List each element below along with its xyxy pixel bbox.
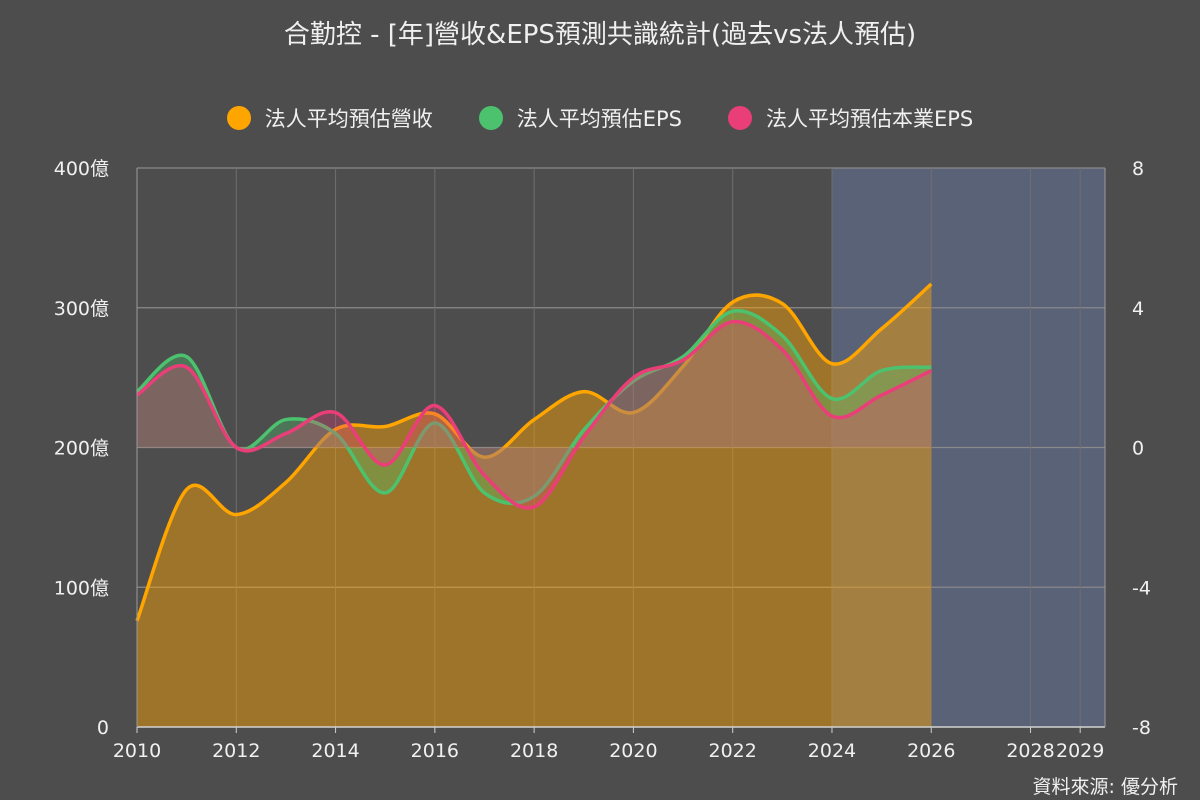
legend-marker-revenue <box>226 106 251 130</box>
y-right-tick-label: -8 <box>1132 717 1151 739</box>
x-tick-label: 2028 <box>1006 740 1054 762</box>
legend: 法人平均預估營收 法人平均預估EPS 法人平均預估本業EPS <box>0 103 1200 133</box>
y-left-tick-label: 0 <box>97 717 109 739</box>
x-tick-label: 2014 <box>311 740 359 762</box>
y-right-tick-label: 8 <box>1132 158 1144 180</box>
legend-item-revenue[interactable]: 法人平均預估營收 <box>226 103 433 133</box>
x-tick-label: 2018 <box>510 740 558 762</box>
legend-item-eps[interactable]: 法人平均預估EPS <box>478 103 682 133</box>
source-note: 資料來源: 優分析 <box>1032 776 1178 798</box>
y-right-tick-label: 4 <box>1132 298 1144 320</box>
series-layer <box>135 282 933 727</box>
y-right-tick-label: 0 <box>1132 438 1144 460</box>
legend-label-eps: 法人平均預估EPS <box>516 107 682 131</box>
x-tick-label: 2029 <box>1056 740 1104 762</box>
legend-item-core-eps[interactable]: 法人平均預估本業EPS <box>728 103 973 133</box>
y-left-tick-label: 200億 <box>54 438 109 460</box>
y-left-tick-label: 400億 <box>54 158 109 180</box>
x-tick-label: 2022 <box>709 740 757 762</box>
x-tick-label: 2020 <box>609 740 657 762</box>
x-tick-label: 2016 <box>411 740 459 762</box>
chart-title: 合勤控 - [年]營收&EPS預測共識統計(過去vs法人預估) <box>283 20 917 50</box>
series-area-eps <box>137 310 932 504</box>
axes-layer: 0 100億 200億 300億 400億 -8 -4 0 4 8 2010 2012 2014 2016… <box>54 158 1151 762</box>
x-tick-label: 2010 <box>113 740 161 762</box>
series-line-eps <box>135 308 932 505</box>
x-tick-label: 2012 <box>212 740 260 762</box>
y-left-tick-label: 100億 <box>54 577 109 599</box>
series-line-revenue <box>135 282 933 622</box>
series-area-core_eps <box>137 321 932 509</box>
legend-marker-eps <box>478 106 503 130</box>
legend-label-core-eps: 法人平均預估本業EPS <box>766 107 974 131</box>
series-line-core_eps <box>135 319 933 510</box>
legend-label-revenue: 法人平均預估營收 <box>264 107 433 131</box>
y-left-tick-label: 300億 <box>54 298 109 320</box>
y-right-tick-label: -4 <box>1132 577 1151 599</box>
x-tick-label: 2026 <box>907 740 955 762</box>
x-tick-label: 2024 <box>808 740 856 762</box>
legend-marker-core-eps <box>728 106 752 130</box>
